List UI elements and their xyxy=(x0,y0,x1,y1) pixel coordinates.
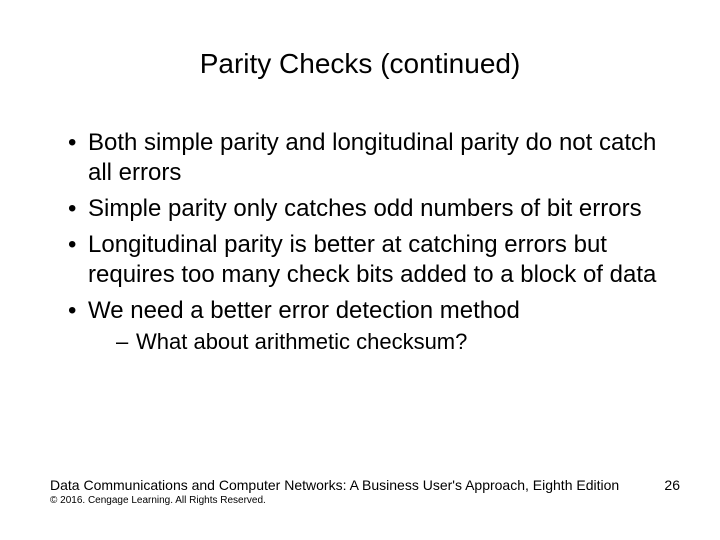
page-number: 26 xyxy=(664,477,680,493)
footer-copyright: © 2016. Cengage Learning. All Rights Res… xyxy=(50,495,680,506)
footer-source: Data Communications and Computer Network… xyxy=(50,477,619,493)
slide-footer: Data Communications and Computer Network… xyxy=(50,477,680,506)
bullet-list: Both simple parity and longitudinal pari… xyxy=(40,128,680,357)
bullet-item: Both simple parity and longitudinal pari… xyxy=(68,128,680,188)
sub-bullet-item: What about arithmetic checksum? xyxy=(116,328,680,357)
slide: Parity Checks (continued) Both simple pa… xyxy=(0,0,720,540)
bullet-item: We need a better error detection method … xyxy=(68,296,680,357)
bullet-text: We need a better error detection method xyxy=(88,297,520,324)
sub-bullet-list: What about arithmetic checksum? xyxy=(88,328,680,357)
footer-line: Data Communications and Computer Network… xyxy=(50,477,680,493)
slide-title: Parity Checks (continued) xyxy=(40,48,680,80)
bullet-item: Simple parity only catches odd numbers o… xyxy=(68,194,680,224)
bullet-item: Longitudinal parity is better at catchin… xyxy=(68,230,680,290)
